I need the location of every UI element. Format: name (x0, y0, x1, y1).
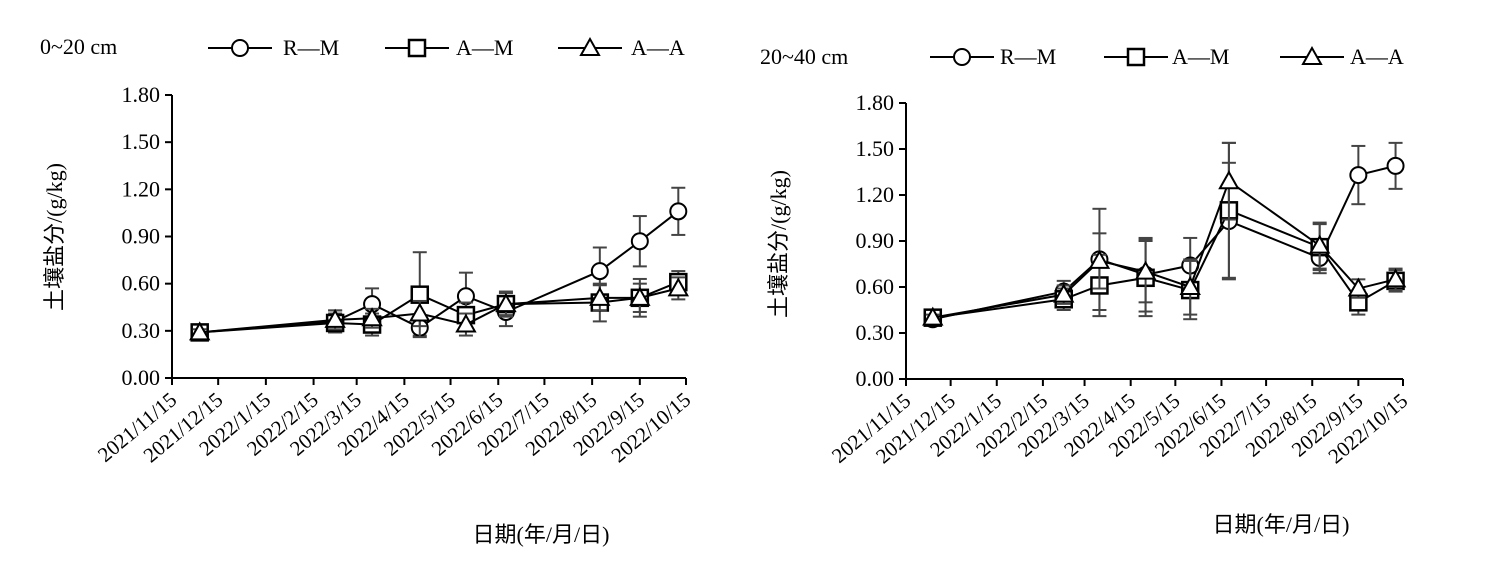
legend-marker (953, 48, 971, 66)
data-point (361, 307, 383, 327)
data-point (1308, 234, 1331, 254)
data-point (1347, 277, 1370, 297)
data-point (922, 306, 944, 326)
y-tick-label: 0.60 (122, 271, 161, 296)
legend-marker (579, 36, 601, 56)
data-point (1386, 156, 1405, 175)
y-tick-label: 1.50 (856, 136, 895, 161)
y-tick-label: 1.20 (122, 176, 161, 201)
data-point (188, 321, 211, 341)
y-tick-label: 1.20 (856, 182, 895, 207)
legend-entry: A—A (1280, 44, 1404, 69)
y-tick-label: 1.80 (122, 82, 161, 107)
legend-entry: R—M (208, 35, 339, 60)
legend-entry: R—M (930, 44, 1056, 69)
y-tick-label: 0.30 (122, 318, 161, 343)
data-point (589, 286, 611, 306)
series-circle (923, 141, 1405, 329)
panel-depth-label: 0~20 cm (40, 34, 117, 59)
legend-entry: A—A (558, 35, 685, 60)
legend-marker (1126, 47, 1146, 67)
legend-label: A—M (1172, 44, 1229, 69)
series-triangle (188, 276, 690, 341)
data-point (669, 202, 688, 221)
legend-label: R—M (1000, 44, 1056, 69)
data-point (667, 277, 690, 297)
chart-panel-0-20cm: 0.000.300.600.901.201.501.802021/11/1520… (40, 34, 695, 547)
x-axis-title: 日期(年/月/日) (1213, 512, 1350, 537)
data-point (1179, 275, 1201, 295)
data-point (629, 286, 651, 306)
legend-label: R—M (283, 35, 339, 60)
y-tick-label: 1.50 (122, 129, 161, 154)
legend-entry: A—M (1104, 44, 1229, 69)
data-point (1349, 166, 1368, 185)
series-triangle (922, 141, 1407, 326)
data-point (324, 308, 346, 328)
legend-label: A—M (456, 35, 513, 60)
y-tick-label: 0.60 (856, 274, 895, 299)
legend-marker (1301, 45, 1323, 65)
data-point (1134, 260, 1157, 280)
data-point (590, 262, 609, 281)
y-tick-label: 0.30 (856, 320, 895, 345)
data-point (409, 302, 431, 322)
y-axis-title: 土壤盐分/(g/kg) (766, 170, 791, 318)
y-tick-label: 0.90 (856, 228, 895, 253)
y-tick-label: 0.00 (856, 366, 895, 391)
data-point (495, 293, 517, 313)
legend-label: A—A (1350, 44, 1404, 69)
y-tick-label: 0.90 (122, 224, 161, 249)
legend-entry: A—M (385, 35, 513, 60)
data-point (1384, 268, 1407, 288)
legend-label: A—A (631, 35, 685, 60)
legend-marker (231, 39, 249, 57)
y-tick-label: 0.00 (122, 365, 161, 390)
data-point (1088, 249, 1111, 269)
data-point (1053, 283, 1075, 303)
y-tick-label: 1.80 (856, 90, 895, 115)
data-point (455, 313, 477, 333)
y-axis-title: 土壤盐分/(g/kg) (42, 163, 67, 311)
chart-panel-20-40cm: 0.000.300.600.901.201.501.802021/11/1520… (760, 44, 1412, 537)
data-point (1218, 170, 1240, 190)
data-point (630, 232, 649, 251)
x-axis-title: 日期(年/月/日) (473, 522, 610, 547)
panel-depth-label: 20~40 cm (760, 44, 848, 69)
legend-marker (407, 38, 427, 58)
